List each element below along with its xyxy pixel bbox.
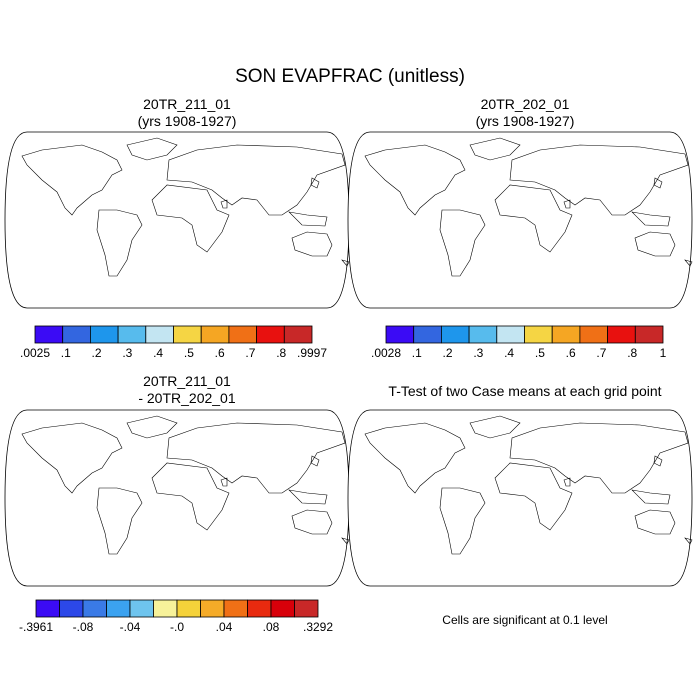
colorbar-box bbox=[82, 599, 107, 618]
colorbar-tick-label: .5 bbox=[184, 346, 194, 360]
map-frame-1 bbox=[4, 131, 350, 309]
colorbar-box bbox=[34, 325, 64, 344]
colorbar-box bbox=[228, 325, 257, 344]
colorbar-tick-label: .3 bbox=[473, 346, 483, 360]
panel-4-title: T-Test of two Case means at each grid po… bbox=[355, 383, 695, 400]
colorbar-box bbox=[496, 325, 525, 344]
map-panel-1 bbox=[4, 131, 350, 309]
colorbar-tick-label: .1 bbox=[61, 346, 71, 360]
colorbar-box bbox=[129, 599, 154, 618]
colorbar-box bbox=[176, 599, 201, 618]
colorbar-box bbox=[35, 599, 60, 618]
colorbar-tick-label: 1 bbox=[660, 346, 667, 360]
panel-1-title-line2: (yrs 1908-1927) bbox=[137, 113, 237, 129]
colorbar-box bbox=[173, 325, 202, 344]
colorbar-tick-label: -.3961 bbox=[19, 620, 53, 634]
map-panel-2 bbox=[347, 131, 693, 309]
colorbar-tick-label: .7 bbox=[596, 346, 606, 360]
map-panel-3 bbox=[4, 409, 350, 587]
panel-3-title-line2: - 20TR_202_01 bbox=[138, 390, 236, 406]
colorbar-tick-label: -.04 bbox=[120, 620, 141, 634]
colorbar-box bbox=[413, 325, 442, 344]
colorbar-box bbox=[468, 325, 498, 344]
colorbar-tick-label: .04 bbox=[216, 620, 233, 634]
panel-1-title-line1: 20TR_211_01 bbox=[143, 96, 231, 112]
colorbar-tick-label: .3 bbox=[122, 346, 132, 360]
map-frame-2 bbox=[347, 131, 693, 309]
map-frame-3 bbox=[4, 409, 350, 587]
colorbar-box bbox=[440, 325, 470, 344]
colorbar-tick-label: -.0 bbox=[170, 620, 184, 634]
colorbar-box bbox=[145, 325, 174, 344]
panel-3-title: 20TR_211_01 - 20TR_202_01 bbox=[22, 373, 352, 407]
colorbar-box bbox=[579, 325, 609, 344]
panel-3-title-line1: 20TR_211_01 bbox=[143, 373, 231, 389]
map-panel-4 bbox=[347, 409, 693, 587]
colorbar-tick-label: .4 bbox=[153, 346, 163, 360]
colorbar-box bbox=[90, 325, 119, 344]
colorbar-tick-label: .6 bbox=[215, 346, 225, 360]
colorbar-tick-label: .2 bbox=[92, 346, 102, 360]
colorbar-tick-label: .4 bbox=[504, 346, 514, 360]
colorbar-box bbox=[385, 325, 415, 344]
colorbar-box bbox=[294, 599, 319, 618]
panel-2-title: 20TR_202_01 (yrs 1908-1927) bbox=[360, 96, 690, 130]
colorbar-tick-label: .9997 bbox=[297, 346, 327, 360]
colorbar-2: .0028 .1 .2 .3 .4 .5 .6 .7 .8 1 bbox=[371, 325, 667, 360]
colorbar-box bbox=[62, 325, 91, 344]
colorbar-tick-label: .0028 bbox=[371, 346, 401, 360]
colorbar-tick-label: .7 bbox=[245, 346, 255, 360]
significance-note: Cells are significant at 0.1 level bbox=[442, 613, 608, 627]
colorbar-box bbox=[247, 599, 272, 618]
panel-2-title-line2: (yrs 1908-1927) bbox=[475, 113, 575, 129]
colorbar-tick-label: .1 bbox=[412, 346, 422, 360]
colorbar-tick-label: .3292 bbox=[303, 620, 333, 634]
colorbar-3: -.3961 -.08 -.04 -.0 .04 .08 .3292 bbox=[19, 599, 333, 634]
colorbar-1: .0025 .1 .2 .3 .4 .5 .6 .7 .8 .9997 bbox=[20, 325, 327, 360]
colorbar-tick-label: .2 bbox=[443, 346, 453, 360]
figure-title: SON EVAPFRAC (unitless) bbox=[235, 66, 465, 87]
colorbar-box bbox=[283, 325, 313, 344]
colorbar-box bbox=[200, 325, 230, 344]
colorbar-tick-label: .6 bbox=[566, 346, 576, 360]
colorbar-tick-label: .0025 bbox=[20, 346, 50, 360]
colorbar-tick-label: .8 bbox=[627, 346, 637, 360]
colorbar-box bbox=[551, 325, 581, 344]
panel-2-title-line1: 20TR_202_01 bbox=[480, 96, 570, 112]
colorbar-box bbox=[256, 325, 285, 344]
colorbar-box bbox=[223, 599, 248, 618]
colorbar-tick-label: .8 bbox=[276, 346, 286, 360]
colorbar-box bbox=[153, 599, 178, 618]
colorbar-tick-label: -.08 bbox=[73, 620, 94, 634]
colorbar-box bbox=[117, 325, 147, 344]
colorbar-box bbox=[106, 599, 131, 618]
colorbar-tick-label: .08 bbox=[263, 620, 280, 634]
colorbar-box bbox=[200, 599, 225, 618]
colorbar-box bbox=[270, 599, 295, 618]
map-frame-4 bbox=[347, 409, 693, 587]
colorbar-box bbox=[607, 325, 636, 344]
colorbar-box bbox=[59, 599, 84, 618]
colorbar-box bbox=[524, 325, 553, 344]
panel-4-title-line1: T-Test of two Case means at each grid po… bbox=[388, 383, 662, 399]
colorbar-box bbox=[634, 325, 664, 344]
colorbar-tick-label: .5 bbox=[535, 346, 545, 360]
panel-1-title: 20TR_211_01 (yrs 1908-1927) bbox=[22, 96, 352, 130]
